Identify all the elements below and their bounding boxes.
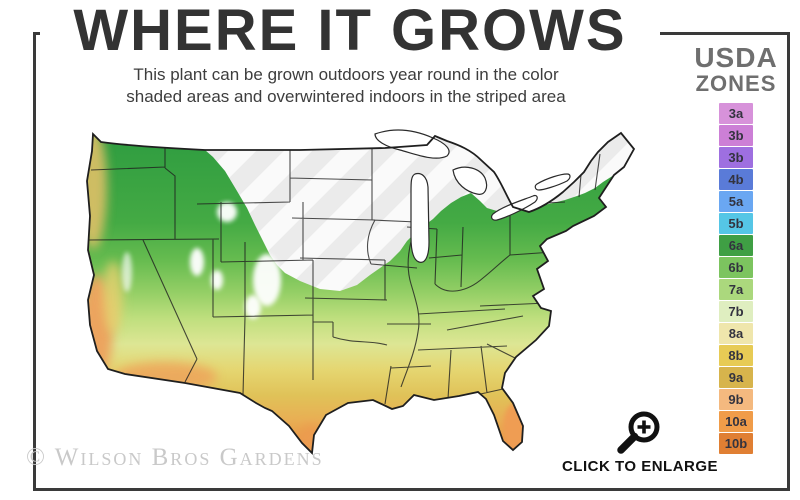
subtitle-line-1: This plant can be grown outdoors year ro… <box>133 65 559 84</box>
legend-zone-chip-5a-4: 5a <box>719 191 753 212</box>
subtitle: This plant can be grown outdoors year ro… <box>60 64 632 108</box>
subtitle-line-2: shaded areas and overwintered indoors in… <box>126 87 566 107</box>
legend-zone-chip-10a-14: 10a <box>719 411 753 432</box>
legend-zone-chip-3b-1: 3b <box>719 125 753 146</box>
page-title: WHERE IT GROWS <box>40 2 660 60</box>
legend-zone-chip-6b-7: 6b <box>719 257 753 278</box>
watermark: © Wilson Bros Gardens <box>26 444 324 471</box>
legend-zone-chip-5b-5: 5b <box>719 213 753 234</box>
legend-zone-chip-7b-9: 7b <box>719 301 753 322</box>
legend-zone-chip-8b-11: 8b <box>719 345 753 366</box>
us-outline <box>86 131 636 455</box>
magnifier-icon[interactable] <box>610 408 670 456</box>
click-to-enlarge[interactable]: CLICK TO ENLARGE <box>548 408 732 475</box>
legend-zone-chip-6a-6: 6a <box>719 235 753 256</box>
legend-zone-chip-8a-10: 8a <box>719 323 753 344</box>
legend-zone-chip-3a-0: 3a <box>719 103 753 124</box>
legend-zone-chip-4b-3: 4b <box>719 169 753 190</box>
click-to-enlarge-label[interactable]: CLICK TO ENLARGE <box>561 458 719 475</box>
legend-zone-chip-9b-13: 9b <box>719 389 753 410</box>
legend-zone-chip-10b-15: 10b <box>719 433 753 454</box>
legend-title-usda: USDA <box>694 42 778 73</box>
usda-zone-map[interactable] <box>85 112 645 472</box>
great-lakes <box>374 129 571 263</box>
state-borders <box>87 142 601 405</box>
legend-zone-chip-7a-8: 7a <box>719 279 753 300</box>
legend-zone-chip-9a-12: 9a <box>719 367 753 388</box>
us-map-image <box>86 129 636 455</box>
legend-zone-list: 3a 3b 3b 4b 5a 5b 6a 6b 7a 7b 8a 8b 9a 9b 10a 10b <box>719 103 753 454</box>
legend-zone-chip-3b-2: 3b <box>719 147 753 168</box>
legend-title: USDA ZONES <box>684 44 788 96</box>
legend-title-zones: ZONES <box>695 71 777 96</box>
